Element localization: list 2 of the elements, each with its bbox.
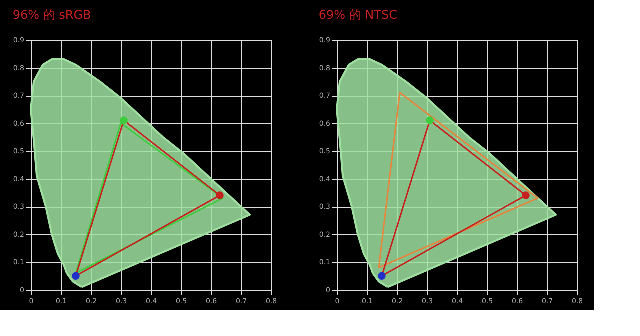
chart-title: 69% 的 NTSC [318, 8, 398, 22]
chart-title: 96% 的 sRGB [12, 8, 92, 22]
